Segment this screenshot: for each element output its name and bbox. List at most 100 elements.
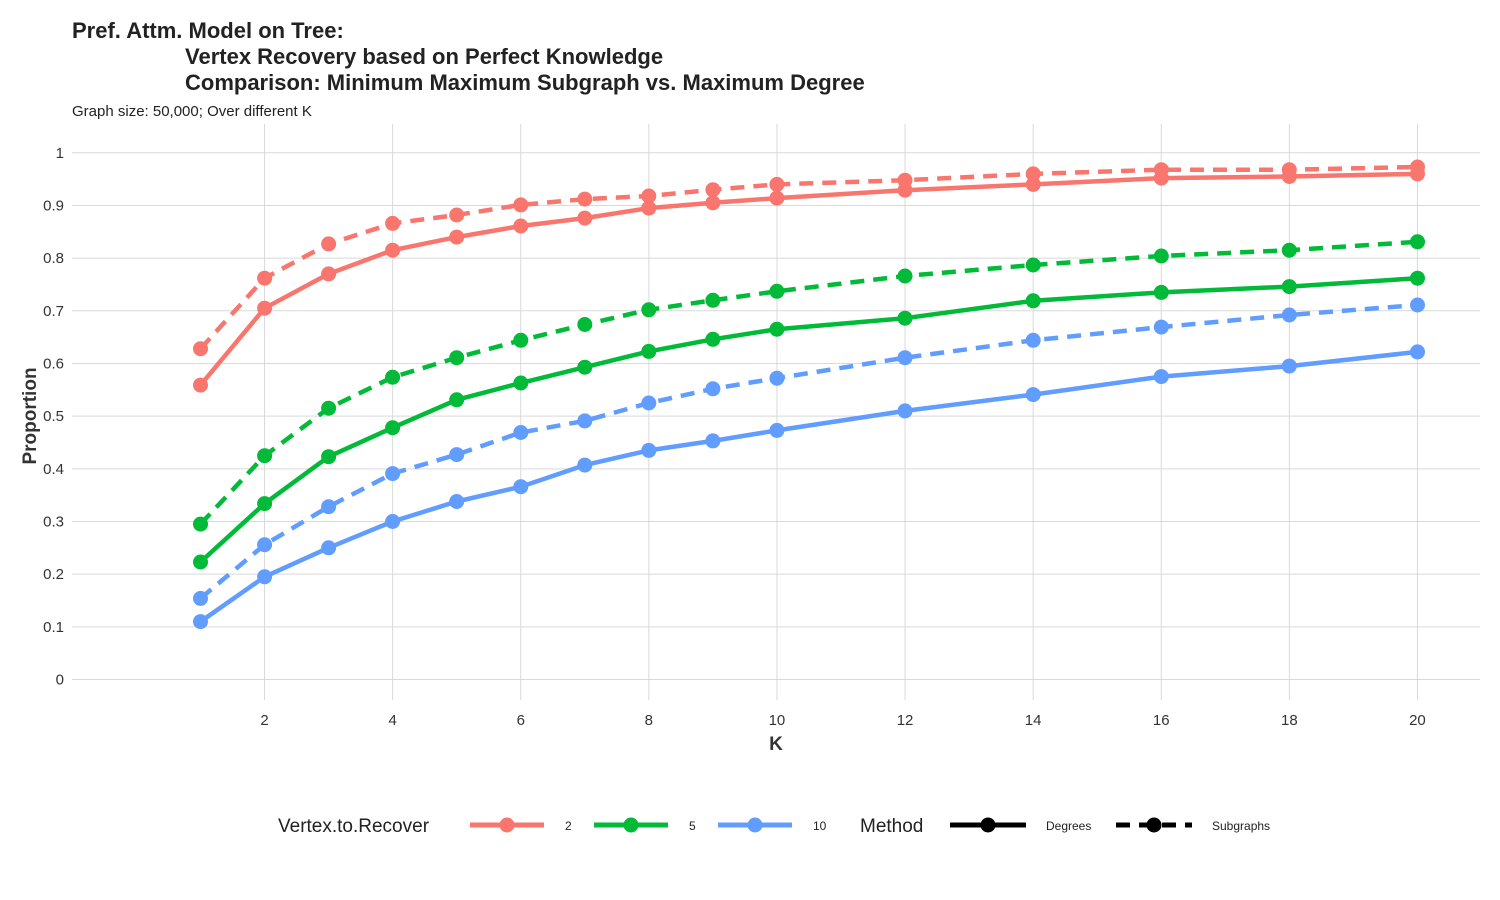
series-2-subgraphs-point [1281,162,1297,178]
series-2-subgraphs-point [577,191,593,207]
y-tick-label: 0.1 [43,619,64,636]
series-10-degrees-point [577,457,593,473]
series-10-subgraphs-point [321,499,337,515]
y-tick-label: 0.9 [43,197,64,214]
series-10-degrees-point [1281,358,1297,374]
legend-label-10: 10 [813,819,827,833]
series-10-subgraphs-point [897,350,913,366]
x-tick-label: 20 [1409,712,1426,729]
series-5-subgraphs-point [513,332,529,348]
axis-labels: 00.10.20.30.40.50.60.70.80.912 4 6 8 10 12 14 1… [43,145,1426,729]
legend-color-title: Vertex.to.Recover [278,816,430,837]
series-2-subgraphs [193,159,1425,357]
series-10-subgraphs-point [385,466,401,482]
series-5-subgraphs-point [705,292,721,308]
series-5-subgraphs-point [577,317,593,332]
series-10-subgraphs-point [769,370,785,386]
series-5-subgraphs-point [641,302,657,318]
series-10-degrees-point [769,422,785,438]
legend-marker-2 [499,817,515,833]
legend-marker-degrees [980,817,996,833]
legend-marker-10 [747,817,763,833]
series-5-degrees-point [321,449,337,465]
chart-title-line-1: Pref. Attm. Model on Tree: [72,18,344,43]
series-5-subgraphs-point [257,448,273,464]
x-tick-label: 12 [897,712,914,729]
series-10-degrees-point [193,614,208,630]
series-10-subgraphs-point [1025,332,1041,348]
series-5-subgraphs-line [198,239,1418,526]
series-10-degrees-point [385,514,401,529]
series-5-degrees-point [641,343,657,359]
series-2-degrees-point [1025,176,1041,192]
chart-title-line-3: Comparison: Minimum Maximum Subgraph vs.… [185,70,865,95]
series-10-subgraphs-point [577,413,593,429]
legend-label-2: 2 [565,819,572,833]
series-10-subgraphs [193,297,1425,606]
series-10-degrees-point [1410,344,1425,360]
series-2-degrees-point [449,229,465,245]
legend-method-title: Method [860,816,923,837]
series-10-subgraphs-point [641,395,657,411]
legend-key-subgraphs: Subgraphs [1116,817,1270,833]
series-5-degrees-point [705,331,721,347]
series-10-degrees-point [641,442,657,458]
series-2-subgraphs-point [1153,162,1169,178]
series-5-subgraphs-point [897,268,913,284]
series-10-degrees-point [897,403,913,419]
y-tick-label: 0.6 [43,355,64,372]
series-5-degrees-point [577,359,593,375]
series-2-subgraphs-point [385,215,401,231]
legend-key-degrees: Degrees [950,817,1091,833]
x-axis-title: K [769,734,783,755]
series-5-subgraphs-point [449,350,465,366]
series-2-subgraphs-point [321,236,337,252]
y-tick-label: 0.7 [43,303,64,320]
y-tick-label: 1 [56,145,64,162]
series-5-degrees-point [449,392,465,408]
series-2-degrees [193,166,1425,393]
x-tick-label: 4 [388,712,396,729]
y-tick-label: 0.5 [43,408,64,425]
series-2-degrees-point [705,195,721,211]
series-10-degrees-point [321,540,337,556]
series-2-degrees-point [577,210,593,226]
series-2-subgraphs-point [449,207,465,223]
series-2-subgraphs-point [513,197,529,213]
legend-label-5: 5 [689,819,696,833]
y-tick-label: 0.4 [43,461,64,478]
series-2-degrees-point [513,218,529,234]
series-5-degrees-point [513,375,529,391]
series-10-subgraphs-point [513,425,529,440]
series-5-degrees [193,270,1425,570]
y-axis-title: Proportion [20,367,41,464]
series-layer [193,159,1425,630]
series-5-subgraphs-point [1410,234,1425,250]
series-5-degrees-point [1281,279,1297,295]
series-5-subgraphs-point [321,400,337,416]
legend-key-10: 10 [718,817,827,833]
series-2-degrees-point [641,200,657,216]
series-2-degrees-point [769,190,785,206]
y-tick-label: 0.2 [43,566,64,583]
chart-title-line-2: Vertex Recovery based on Perfect Knowled… [185,44,663,69]
series-2-subgraphs-point [641,188,657,204]
series-10-subgraphs-line [199,302,1418,601]
series-5-subgraphs-point [769,283,785,299]
series-5-degrees-point [257,496,273,512]
series-2-degrees-point [257,300,273,316]
legend: Vertex.to.Recover 2 5 10 Method Degrees … [278,816,1270,837]
series-2-subgraphs-point [193,341,208,357]
y-tick-label: 0.3 [43,513,64,530]
series-10-degrees-point [1153,369,1169,385]
series-2-subgraphs-point [257,270,273,286]
series-10-degrees-point [257,569,273,585]
series-5-subgraphs-point [385,369,401,385]
legend-marker-subgraphs [1146,817,1162,833]
series-5-degrees-point [385,420,401,436]
series-5-degrees-point [193,554,208,570]
legend-marker-5 [623,817,639,833]
series-5-degrees-point [1025,293,1041,309]
series-2-degrees-point [385,242,401,258]
